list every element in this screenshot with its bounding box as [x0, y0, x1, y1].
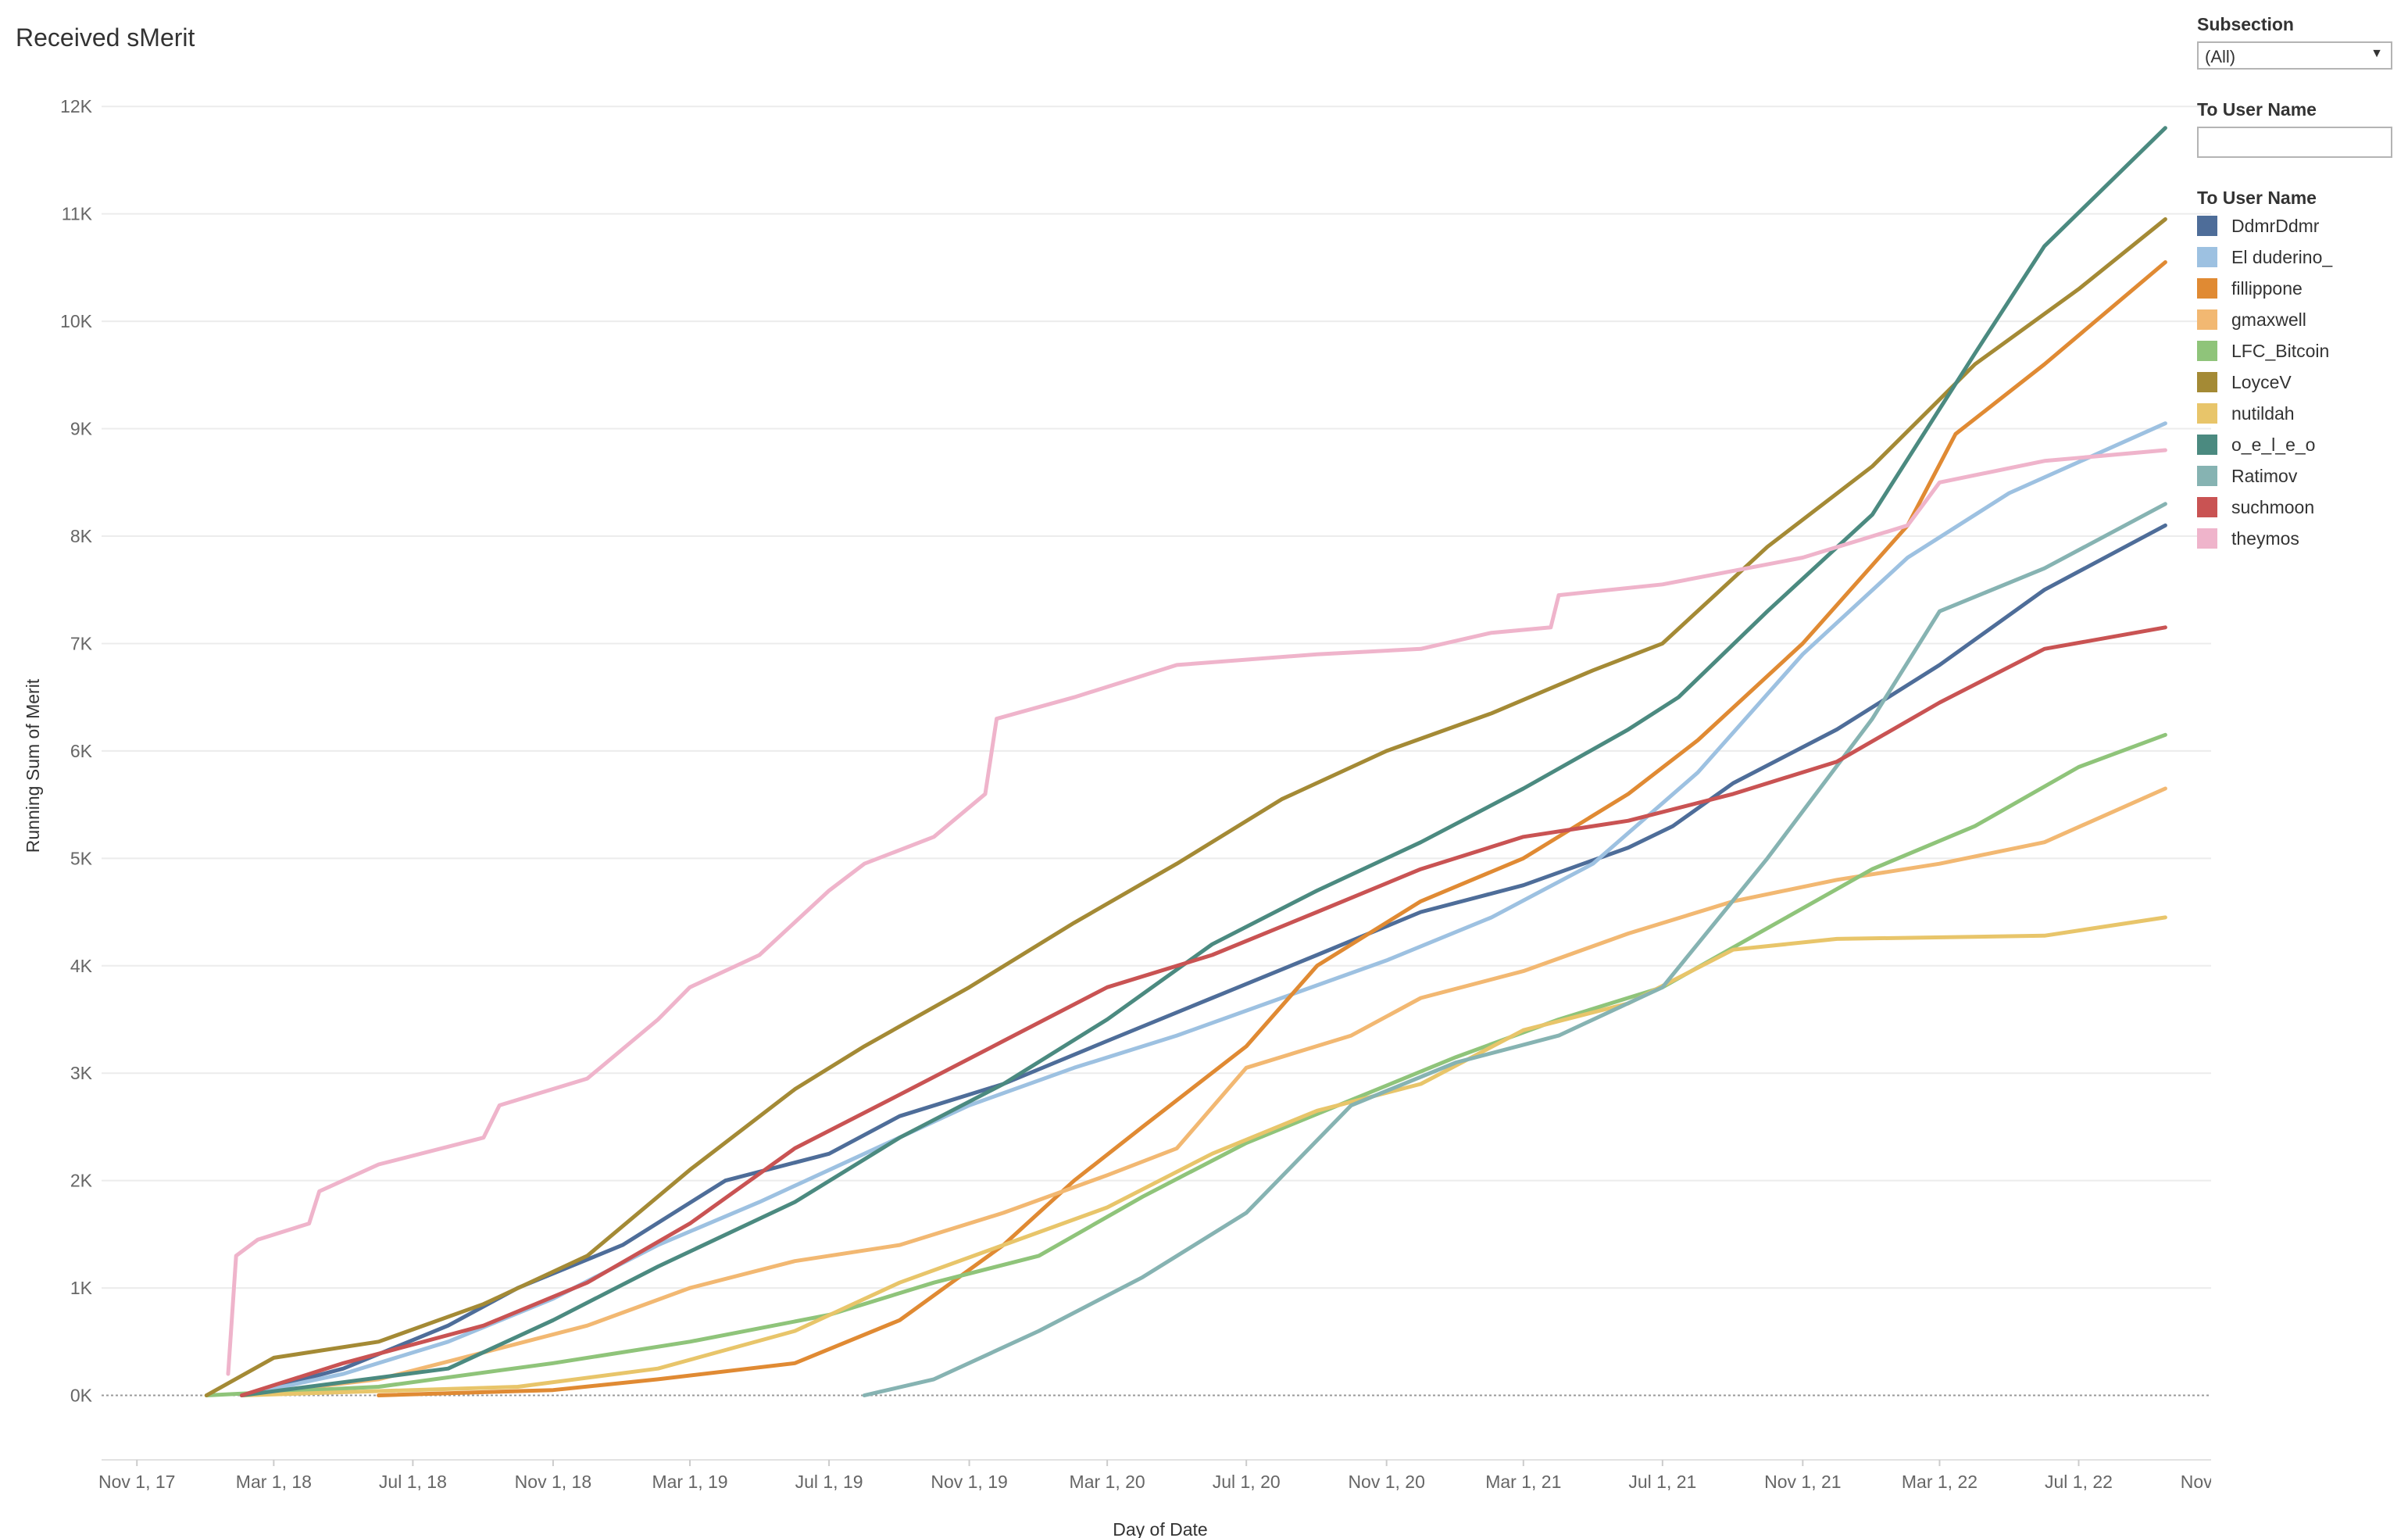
- legend-item[interactable]: theymos: [2197, 523, 2400, 554]
- y-tick-label: 0K: [70, 1386, 93, 1406]
- legend-item[interactable]: nutildah: [2197, 398, 2400, 429]
- zero-baseline: [102, 1394, 2211, 1461]
- series-line-ddmrddmr[interactable]: [240, 523, 2167, 1397]
- y-tick-label: 10K: [60, 311, 93, 331]
- legend-item[interactable]: DdmrDdmr: [2197, 210, 2400, 241]
- y-tick-label: 4K: [70, 956, 93, 976]
- legend-item[interactable]: Ratimov: [2197, 460, 2400, 492]
- series-line-loycev[interactable]: [204, 217, 2167, 1397]
- line-chart: 0K 1K 2K 3K 4K 5K 6K 7K 8K 9K 10K 11K 12K Nov 1, 17 M…: [23, 96, 2211, 1538]
- legend-label: suchmoon: [2231, 496, 2315, 517]
- legend-swatch: [2197, 403, 2217, 424]
- legend-label: o_e_l_e_o: [2231, 434, 2316, 455]
- x-tick-label: Mar 1, 18: [236, 1472, 312, 1492]
- legend-item[interactable]: suchmoon: [2197, 492, 2400, 523]
- x-axis-title: Day of Date: [1113, 1519, 1207, 1538]
- series-line-el-duderino-[interactable]: [240, 421, 2167, 1397]
- x-tick-label: Nov 1, 17: [98, 1472, 175, 1492]
- y-tick-label: 6K: [70, 741, 93, 761]
- legend-label: fillippone: [2231, 277, 2303, 299]
- legend-swatch: [2197, 497, 2217, 517]
- series-line-o-e-l-e-o[interactable]: [240, 126, 2167, 1397]
- x-axis-ticks: Nov 1, 17 Mar 1, 18 Jul 1, 18 Nov 1, 18 Mar …: [98, 1460, 2211, 1492]
- y-tick-label: 9K: [70, 419, 93, 439]
- user-name-filter-label: To User Name: [2197, 99, 2317, 120]
- x-tick-label: Nov 1, 22: [2181, 1472, 2211, 1492]
- y-tick-label: 5K: [70, 848, 93, 868]
- y-tick-label: 11K: [62, 204, 93, 224]
- y-tick-label: 8K: [70, 526, 93, 546]
- legend-item[interactable]: o_e_l_e_o: [2197, 429, 2400, 460]
- y-axis-title: Running Sum of Merit: [23, 678, 43, 853]
- legend-item[interactable]: fillippone: [2197, 273, 2400, 304]
- x-tick-label: Mar 1, 19: [652, 1472, 727, 1492]
- series-lines: [204, 126, 2167, 1397]
- x-tick-label: Mar 1, 21: [1485, 1472, 1561, 1492]
- series-line-nutildah[interactable]: [240, 915, 2167, 1397]
- legend: DdmrDdmr El duderino_ fillippone gmaxwell LF…: [2197, 210, 2400, 554]
- x-tick-label: Jul 1, 21: [1628, 1472, 1696, 1492]
- y-axis-ticks: 0K 1K 2K 3K 4K 5K 6K 7K 8K 9K 10K 11K 12K: [60, 96, 93, 1405]
- chart-title: Received sMerit: [16, 23, 195, 52]
- legend-label: LoyceV: [2231, 371, 2292, 392]
- legend-label: Ratimov: [2231, 465, 2298, 486]
- legend-item[interactable]: El duderino_: [2197, 241, 2400, 273]
- x-tick-label: Jul 1, 20: [1213, 1472, 1281, 1492]
- x-tick-label: Jul 1, 18: [379, 1472, 447, 1492]
- series-line-theymos[interactable]: [226, 448, 2167, 1376]
- legend-label: theymos: [2231, 528, 2299, 549]
- legend-item[interactable]: LoyceV: [2197, 367, 2400, 398]
- legend-swatch: [2197, 341, 2217, 361]
- series-line-fillippone[interactable]: [377, 260, 2167, 1397]
- y-tick-label: 2K: [70, 1171, 93, 1191]
- x-tick-label: Mar 1, 22: [1902, 1472, 1977, 1492]
- legend-label: gmaxwell: [2231, 309, 2306, 330]
- legend-label: El duderino_: [2231, 246, 2333, 267]
- legend-swatch: [2197, 435, 2217, 455]
- legend-swatch: [2197, 278, 2217, 299]
- x-tick-label: Jul 1, 19: [795, 1472, 863, 1492]
- legend-swatch: [2197, 247, 2217, 267]
- subsection-selected-value: (All): [2205, 47, 2236, 66]
- x-tick-label: Nov 1, 21: [1764, 1472, 1841, 1492]
- series-line-suchmoon[interactable]: [240, 625, 2167, 1397]
- filter-panel: Subsection (All) ▼ To User Name To User …: [2197, 14, 2400, 554]
- legend-label: nutildah: [2231, 402, 2295, 424]
- y-tick-label: 7K: [70, 633, 93, 653]
- series-line-gmaxwell[interactable]: [240, 786, 2167, 1397]
- legend-label: DdmrDdmr: [2231, 215, 2320, 236]
- user-name-search-input[interactable]: [2197, 127, 2392, 158]
- subsection-dropdown[interactable]: (All) ▼: [2197, 41, 2392, 70]
- legend-swatch: [2197, 309, 2217, 330]
- series-line-ratimov[interactable]: [862, 502, 2167, 1397]
- legend-swatch: [2197, 528, 2217, 549]
- x-tick-label: Jul 1, 22: [2045, 1472, 2113, 1492]
- legend-item[interactable]: LFC_Bitcoin: [2197, 335, 2400, 367]
- gridlines: [102, 106, 2211, 1289]
- y-tick-label: 3K: [70, 1063, 93, 1083]
- y-tick-label: 12K: [60, 96, 93, 116]
- x-tick-label: Mar 1, 20: [1070, 1472, 1145, 1492]
- y-tick-label: 1K: [70, 1278, 93, 1298]
- legend-title: To User Name: [2197, 188, 2317, 208]
- x-tick-label: Nov 1, 19: [931, 1472, 1007, 1492]
- legend-item[interactable]: gmaxwell: [2197, 304, 2400, 335]
- x-tick-label: Nov 1, 18: [515, 1472, 591, 1492]
- dropdown-arrow-icon: ▼: [2370, 47, 2383, 60]
- legend-swatch: [2197, 216, 2217, 236]
- legend-swatch: [2197, 466, 2217, 486]
- subsection-filter-label: Subsection: [2197, 14, 2294, 34]
- legend-swatch: [2197, 372, 2217, 392]
- series-line-lfc-bitcoin[interactable]: [204, 732, 2167, 1397]
- legend-label: LFC_Bitcoin: [2231, 340, 2330, 361]
- x-tick-label: Nov 1, 20: [1348, 1472, 1424, 1492]
